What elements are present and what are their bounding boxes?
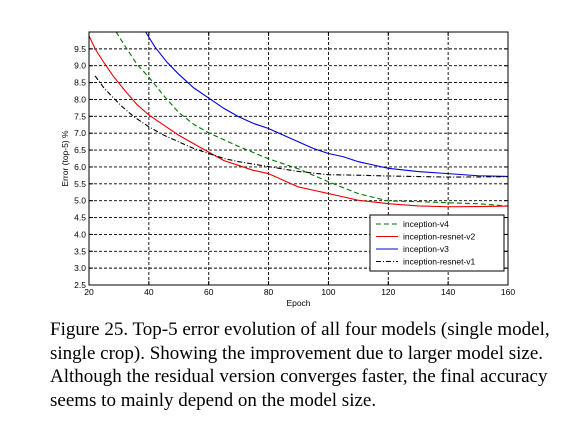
x-tick-label: 160 [501, 287, 515, 297]
x-tick-label: 40 [144, 287, 154, 297]
y-axis-title: Error (top-5) % [60, 130, 70, 187]
y-tick-label: 6.5 [74, 145, 86, 155]
y-tick-label: 9.0 [74, 61, 86, 71]
y-tick-label: 8.0 [74, 94, 86, 104]
y-tick-label: 7.5 [74, 111, 86, 121]
x-tick-label: 140 [441, 287, 455, 297]
plot-frame [88, 31, 509, 286]
x-tick-label: 100 [321, 287, 335, 297]
legend-label-inception-resnet-v2: inception-resnet-v2 [403, 232, 476, 242]
y-tick-label: 9.5 [74, 44, 86, 54]
series-line-inception-v4 [115, 32, 508, 207]
y-tick-label: 8.5 [74, 78, 86, 88]
series-line-inception-resnet-v1 [94, 75, 508, 178]
y-tick-label: 2.5 [74, 280, 86, 290]
series-line-inception-resnet-v2 [89, 35, 508, 208]
x-tick-label: 80 [264, 287, 274, 297]
error-evolution-chart: 20 40 60 80 100 120 140 160 2.5 3.0 3.5 4.0 4.5 5.0 5.… [60, 31, 515, 308]
legend: inception-v4 inception-resnet-v2 inception… [369, 214, 505, 272]
y-tick-label: 4.5 [74, 213, 86, 223]
series-line-inception-v3 [145, 32, 508, 177]
x-tick-label: 20 [84, 287, 94, 297]
x-tick-label: 120 [381, 287, 395, 297]
legend-label-inception-resnet-v1: inception-resnet-v1 [403, 257, 476, 267]
legend-label-inception-v4: inception-v4 [403, 219, 449, 229]
y-tick-label: 7.0 [74, 128, 86, 138]
y-tick-label: 6.0 [74, 162, 86, 172]
x-axis-title: Epoch [286, 298, 310, 308]
y-tick-label: 5.5 [74, 179, 86, 189]
x-tick-label: 60 [204, 287, 214, 297]
y-tick-label: 5.0 [74, 196, 86, 206]
figure-caption: Figure 25. Top-5 error evolution of all … [50, 319, 550, 411]
series-group [89, 32, 508, 208]
y-tick-label: 3.5 [74, 246, 86, 256]
y-tick-label: 3.0 [74, 263, 86, 273]
y-tick-label: 4.0 [74, 229, 86, 239]
legend-label-inception-v3: inception-v3 [403, 244, 449, 254]
